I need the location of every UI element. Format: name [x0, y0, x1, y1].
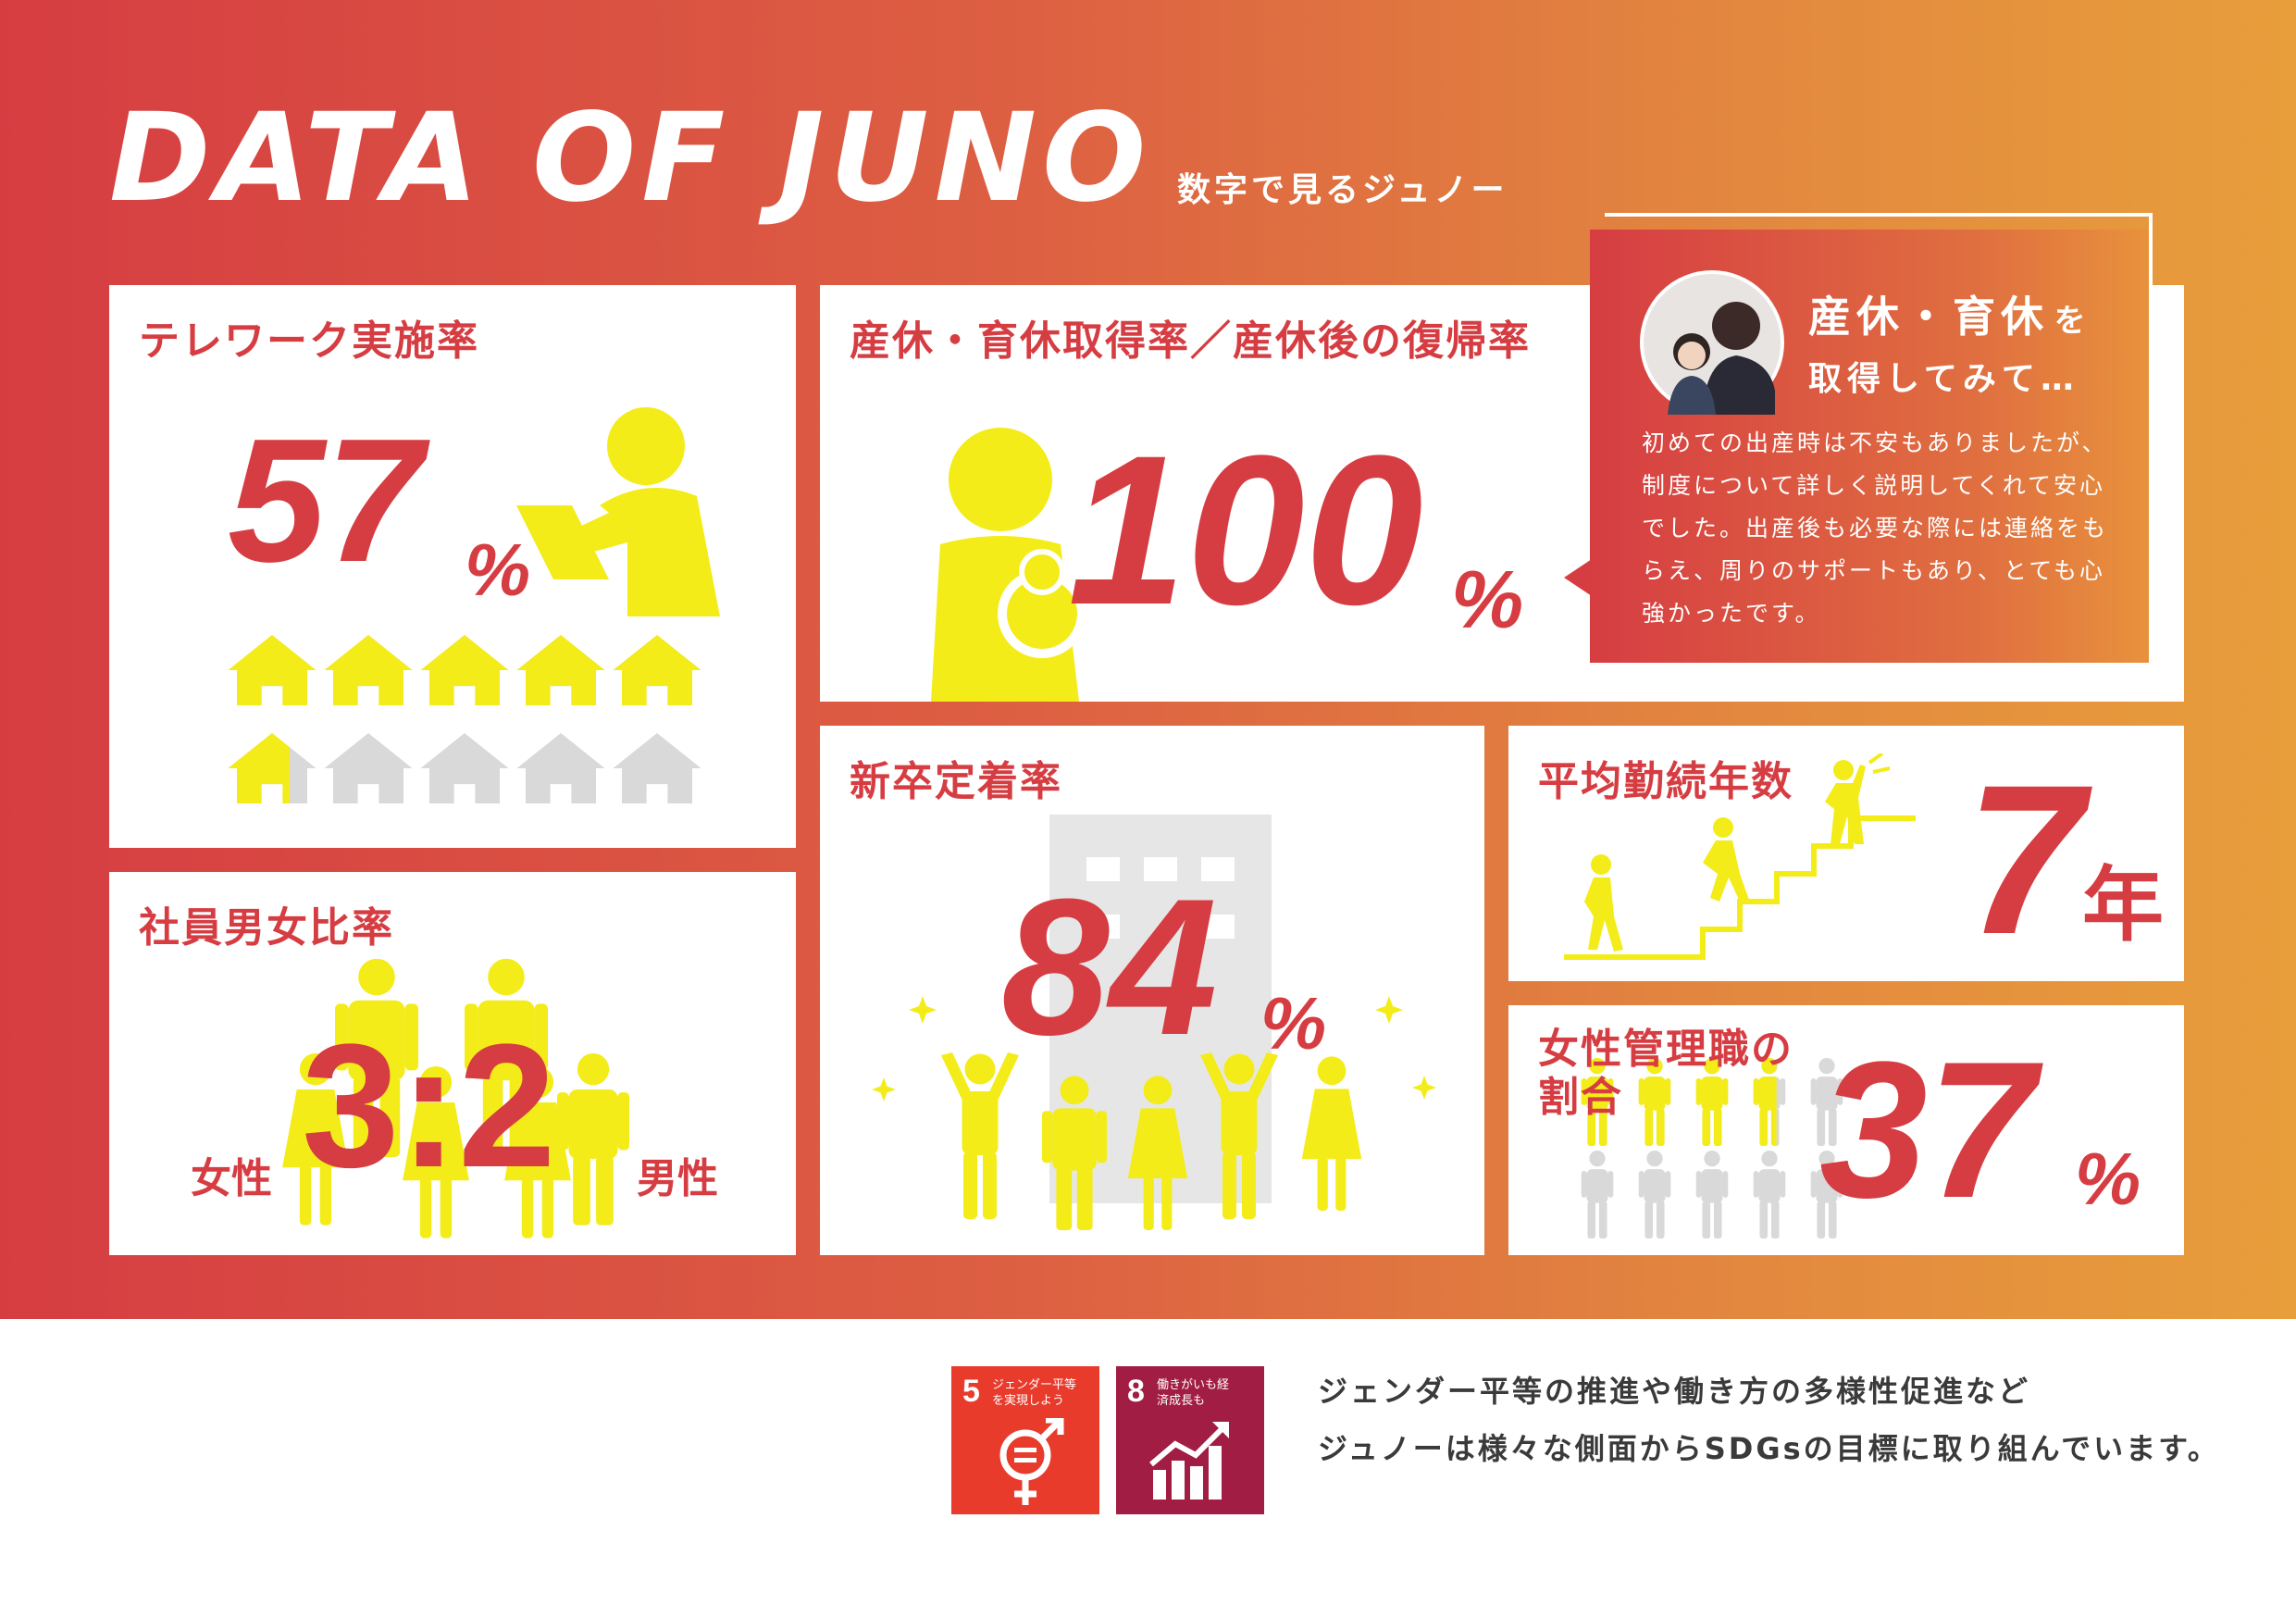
telework-title: テレワーク実施率	[139, 317, 479, 365]
house-icon	[420, 733, 509, 803]
tenure-value: 7	[1966, 741, 2084, 978]
retention-card: 新卒定着率 84 %	[820, 726, 1484, 1255]
female-managers-title: 女性管理職の 割合	[1538, 1026, 1793, 1122]
female-managers-title-line1: 女性管理職の	[1538, 1026, 1793, 1073]
house-icon	[228, 635, 316, 705]
testimonial-heading-main: 産休・育休	[1808, 292, 2049, 342]
house-icon	[516, 733, 605, 803]
tenure-title: 平均勤続年数	[1538, 758, 1793, 805]
retention-value: 84	[1001, 858, 1218, 1076]
woman-icon	[1125, 1074, 1190, 1231]
remote-worker-icon	[516, 407, 720, 616]
house-grid	[228, 635, 709, 820]
female-managers-unit: %	[2075, 1138, 2141, 1220]
telework-value: 57	[228, 403, 424, 599]
mother-baby-icon	[931, 428, 1086, 702]
sdg-goal8-number: 8	[1127, 1374, 1145, 1409]
footer-line1: ジェンダー平等の推進や働き方の多様性促進など	[1318, 1374, 2031, 1409]
testimonial-heading-particle: を	[2054, 303, 2090, 340]
tenure-card: 平均勤続年数 7 年	[1508, 726, 2184, 981]
page-title: DATA OF JUNO	[109, 87, 1152, 230]
sparkle-icon	[1412, 1076, 1436, 1100]
person-icon	[1579, 1150, 1616, 1238]
maternity-unit: %	[1451, 554, 1524, 645]
testimonial-heading: 産休・育休 を	[1808, 283, 2090, 344]
female-managers-value: 37	[1819, 1021, 2036, 1238]
testimonial-body: 初めての出産時は不安もありましたが、制度について詳しく説明してくれて安心でした。…	[1642, 429, 2109, 627]
retention-title: 新卒定着率	[850, 758, 1062, 805]
testimonial-heading-line2: 取得してみて…	[1808, 360, 2079, 398]
telework-unit: %	[465, 529, 531, 611]
gender-equality-icon	[999, 1418, 1064, 1505]
house-icon	[516, 635, 605, 705]
gender-ratio-title: 社員男女比率	[139, 904, 394, 952]
mother-child-photo	[1640, 270, 1784, 415]
maternity-value: 100	[1068, 411, 1423, 649]
testimonial-pointer	[1564, 559, 1592, 596]
testimonial-box: 産休・育休 を 取得してみて… 初めての出産時は不安もありましたが、制度について…	[1590, 230, 2151, 663]
telework-card: テレワーク実施率 57 %	[109, 285, 796, 848]
house-icon	[613, 733, 701, 803]
economic-growth-icon	[1149, 1422, 1229, 1500]
person-icon	[1636, 1150, 1673, 1238]
gender-ratio-value: 3:2	[302, 1008, 556, 1204]
sdg-goal5-number: 5	[962, 1374, 980, 1409]
house-icon	[613, 635, 701, 705]
person-icon	[1694, 1150, 1731, 1238]
sparkle-icon	[909, 996, 937, 1024]
female-label: 女性	[191, 1155, 272, 1202]
sdg-goal5-label: ジェンダー平等を実現しよう	[992, 1378, 1077, 1408]
female-managers-card: 女性管理職の 割合 37 %	[1508, 1005, 2184, 1255]
female-managers-title-line2: 割合	[1538, 1074, 1623, 1121]
tenure-unit: 年	[2082, 857, 2165, 952]
page-subtitle: 数字で見るジュノー	[1177, 171, 1508, 209]
male-label: 男性	[637, 1155, 718, 1202]
sdg-goal8-label: 働きがいも経済成長も	[1157, 1378, 1230, 1408]
woman-icon	[1299, 1050, 1364, 1216]
sdg-goal8-badge: 8 働きがいも経済成長も	[1116, 1366, 1264, 1514]
person-icon	[1751, 1150, 1788, 1238]
career-stairs-icon	[1564, 753, 1916, 960]
footer-line2: ジュノーは様々な側面からSDGsの目標に取り組んでいます。	[1318, 1431, 2220, 1466]
sparkle-icon	[872, 1077, 896, 1101]
maternity-title: 産休・育休取得率／産休後の復帰率	[850, 317, 1531, 365]
retention-unit: %	[1260, 982, 1327, 1064]
house-icon	[324, 733, 413, 803]
sparkle-icon	[1375, 996, 1403, 1024]
sdg-goal5-badge: 5 ジェンダー平等を実現しよう	[951, 1366, 1099, 1514]
person-icon	[1042, 1074, 1107, 1231]
house-icon	[420, 635, 509, 705]
house-icon	[228, 733, 316, 803]
house-icon	[324, 635, 413, 705]
gender-ratio-card: 社員男女比率 3:2 女性 男性	[109, 872, 796, 1255]
